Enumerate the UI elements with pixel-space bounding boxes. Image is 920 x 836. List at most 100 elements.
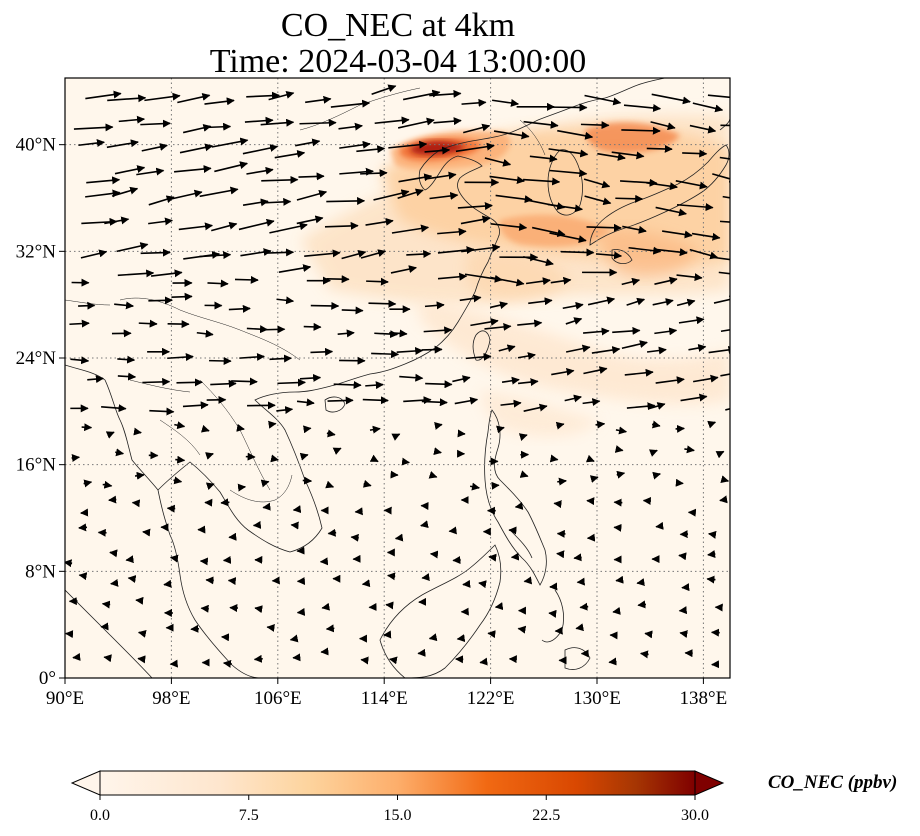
wind-arrow bbox=[678, 316, 705, 325]
wind-arrow bbox=[136, 167, 165, 176]
wind-arrow bbox=[368, 299, 397, 308]
wind-arrow bbox=[587, 296, 616, 306]
wind-arrow bbox=[148, 296, 173, 305]
wind-arrow bbox=[360, 169, 388, 178]
wind-arrow bbox=[110, 578, 119, 587]
wind-arrow bbox=[529, 154, 558, 163]
wind-arrow bbox=[437, 246, 475, 255]
wind-arrow bbox=[199, 251, 232, 260]
wind-arrow bbox=[615, 575, 624, 584]
wind-arrow bbox=[720, 329, 730, 333]
wind-arrow bbox=[452, 556, 461, 564]
wind-arrow bbox=[142, 377, 171, 386]
wind-arrow bbox=[565, 344, 591, 353]
wind-arrow bbox=[268, 420, 277, 429]
wind-arrow bbox=[276, 296, 295, 305]
wind-arrow bbox=[242, 144, 279, 155]
wind-arrow bbox=[289, 634, 299, 643]
wind-arrow bbox=[479, 657, 488, 666]
wind-arrow bbox=[608, 657, 617, 666]
wind-arrow bbox=[337, 329, 355, 338]
wind-arrow bbox=[361, 579, 371, 588]
wind-arrow bbox=[73, 123, 114, 132]
wind-arrow bbox=[719, 495, 728, 504]
wind-arrow bbox=[116, 242, 149, 253]
wind-arrow bbox=[114, 301, 134, 310]
wind-arrow bbox=[495, 194, 533, 204]
wind-arrow bbox=[584, 94, 622, 106]
wind-arrow bbox=[401, 457, 410, 466]
wind-arrow bbox=[583, 178, 611, 189]
wind-arrow bbox=[175, 455, 186, 464]
wind-arrow bbox=[595, 420, 606, 429]
wind-arrow bbox=[265, 325, 286, 334]
wind-arrow bbox=[494, 602, 504, 611]
wind-arrow bbox=[624, 368, 654, 377]
wind-arrow bbox=[626, 402, 656, 411]
wind-arrow bbox=[350, 533, 359, 542]
wind-arrow bbox=[500, 399, 522, 408]
wind-arrow bbox=[680, 393, 708, 402]
wind-arrow bbox=[549, 169, 588, 178]
wind-arrow bbox=[222, 659, 232, 668]
lon-tick-label: 98°E bbox=[152, 688, 190, 709]
wind-arrow bbox=[374, 330, 399, 339]
wind-arrow bbox=[240, 248, 272, 257]
wind-arrow bbox=[621, 340, 648, 349]
wind-arrow bbox=[523, 403, 548, 412]
wind-arrow bbox=[706, 575, 716, 584]
wind-arrow bbox=[684, 445, 695, 454]
wind-arrow bbox=[691, 232, 721, 241]
wind-arrow bbox=[650, 121, 676, 131]
wind-arrow bbox=[87, 375, 104, 384]
wind-arrow bbox=[523, 576, 533, 585]
wind-arrow bbox=[105, 431, 115, 439]
wind-arrow bbox=[612, 326, 641, 335]
wind-arrow bbox=[621, 126, 661, 135]
wind-arrow bbox=[260, 479, 270, 488]
wind-arrow bbox=[583, 327, 610, 336]
wind-arrow bbox=[365, 217, 394, 226]
wind-arrow bbox=[456, 634, 466, 643]
wind-arrow bbox=[244, 116, 274, 125]
wind-arrow bbox=[173, 476, 183, 485]
wind-arrow bbox=[391, 433, 401, 441]
wind-arrow bbox=[575, 623, 584, 632]
wind-arrow bbox=[514, 501, 524, 510]
wind-arrow bbox=[585, 454, 595, 463]
wind-arrow bbox=[268, 90, 295, 101]
wind-arrow bbox=[623, 103, 662, 112]
wind-arrow bbox=[628, 246, 662, 255]
wind-arrow bbox=[448, 526, 457, 535]
wind-arrow bbox=[678, 606, 688, 615]
lat-tick-label: 0° bbox=[39, 668, 56, 689]
wind-arrow bbox=[688, 344, 707, 352]
wind-arrow bbox=[611, 151, 645, 160]
wind-arrow bbox=[417, 648, 426, 657]
colorbar-extend-high bbox=[694, 770, 725, 796]
wind-arrow bbox=[118, 115, 146, 124]
lat-tick-label: 16°N bbox=[16, 455, 57, 476]
wind-arrow bbox=[104, 216, 130, 225]
wind-arrow bbox=[178, 222, 214, 231]
wind-arrow bbox=[277, 378, 306, 387]
wind-arrow bbox=[719, 220, 730, 223]
wind-arrow bbox=[653, 248, 688, 257]
wind-arrow bbox=[103, 654, 112, 663]
wind-arrow bbox=[496, 425, 505, 434]
wind-arrow bbox=[326, 196, 366, 205]
wind-arrow bbox=[589, 475, 599, 483]
wind-arrow bbox=[341, 250, 367, 260]
wind-arrow bbox=[523, 255, 554, 267]
wind-arrow bbox=[137, 655, 146, 664]
map-title: CO_NEC at 4km bbox=[280, 7, 516, 44]
wind-arrow bbox=[420, 520, 429, 529]
wind-arrow bbox=[722, 195, 730, 199]
colorbar-label: CO_NEC (ppbv) bbox=[768, 772, 897, 793]
wind-arrow bbox=[557, 129, 594, 140]
map-frame bbox=[64, 77, 731, 679]
wind-arrow bbox=[137, 629, 147, 638]
wind-arrow bbox=[296, 398, 315, 407]
wind-arrow bbox=[708, 530, 717, 539]
